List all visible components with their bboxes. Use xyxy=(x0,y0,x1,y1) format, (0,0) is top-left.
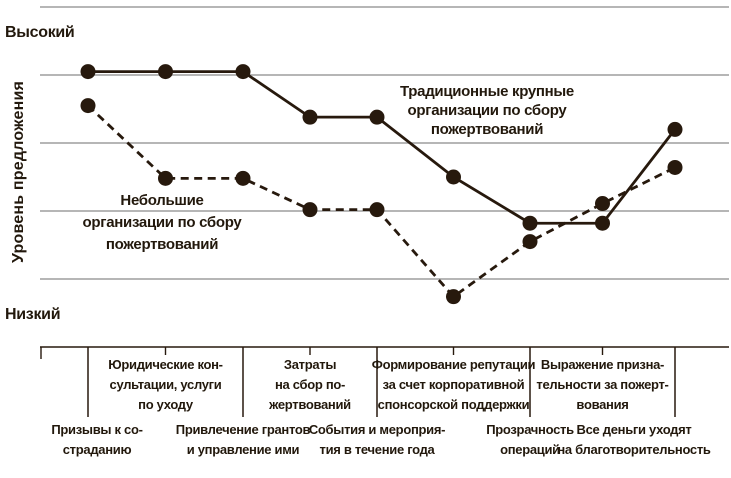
x-category-label: Выражение призна- тельности за пожерт- в… xyxy=(536,357,669,412)
y-axis-high-label: Высокий xyxy=(5,24,75,41)
y-axis-low-label: Низкий xyxy=(5,306,61,323)
data-point xyxy=(369,109,385,125)
data-point xyxy=(235,170,251,186)
data-point xyxy=(235,64,251,80)
data-point xyxy=(446,289,461,305)
data-point xyxy=(667,159,683,175)
data-point xyxy=(369,202,385,218)
x-category-label: События и мероприя- тия в течение года xyxy=(308,422,446,457)
data-point xyxy=(667,121,683,137)
x-category-label: Затраты на сбор по- жертвований xyxy=(269,357,351,412)
x-category-label: Привлечение грантов и управление ими xyxy=(175,422,311,457)
data-point xyxy=(302,202,318,218)
x-category-label: Все деньги уходят на благотворительность xyxy=(557,422,711,457)
data-point xyxy=(158,64,173,80)
data-point xyxy=(446,169,461,185)
x-category-label: Прозрачность операций xyxy=(486,422,574,457)
x-category-label: Юридические кон- сультации, услуги по ух… xyxy=(108,357,223,412)
series-label-small-orgs: Небольшие организации по сбору пожертвов… xyxy=(82,192,242,253)
x-category-label: Призывы к со- страданию xyxy=(51,422,143,457)
chart-plot-area xyxy=(40,6,729,417)
y-axis-title: Уровень предложения xyxy=(10,80,27,264)
data-point xyxy=(302,109,318,125)
data-point xyxy=(80,64,96,80)
data-point xyxy=(595,196,610,212)
x-category-label: Формирование репутации за счет корпорати… xyxy=(371,357,536,412)
series-label-traditional-large-orgs: Традиционные крупные организации по сбор… xyxy=(400,83,574,138)
data-point xyxy=(522,234,538,250)
data-point xyxy=(595,215,610,231)
data-point xyxy=(158,170,173,186)
data-point xyxy=(522,215,538,231)
data-point xyxy=(80,98,96,114)
